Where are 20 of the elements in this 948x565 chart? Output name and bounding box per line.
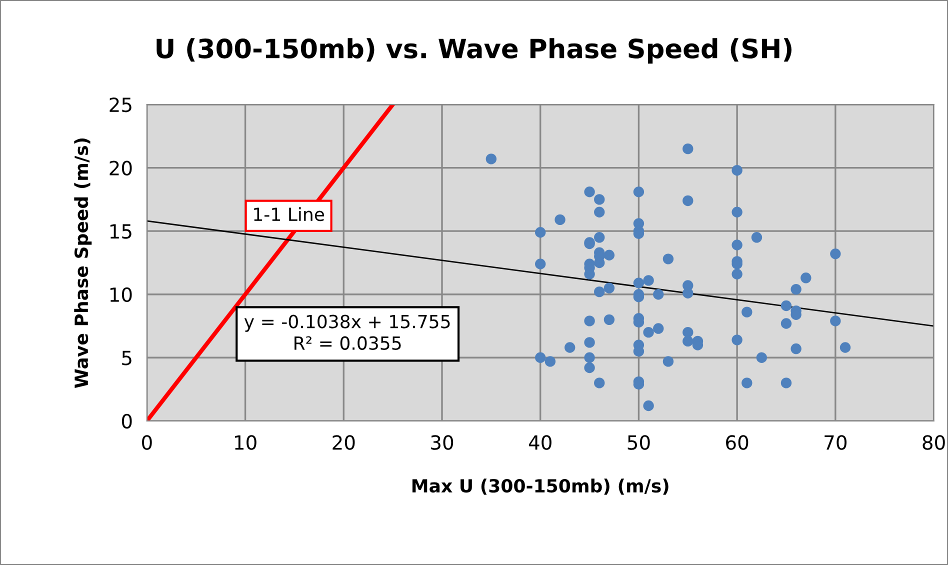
x-tick-label: 40 bbox=[528, 435, 552, 450]
y-tick-label: 25 bbox=[110, 97, 132, 112]
x-tick-label: 70 bbox=[824, 435, 847, 450]
y-tick-label: 10 bbox=[110, 287, 132, 302]
y-tick-label: 5 bbox=[122, 350, 132, 366]
y-axis-title: Wave Phase Speed (m/s) bbox=[74, 138, 92, 388]
x-tick-label: 0 bbox=[142, 435, 152, 450]
x-tick-label: 20 bbox=[332, 435, 355, 450]
x-tick-label: 30 bbox=[431, 435, 454, 450]
x-tick-label: 60 bbox=[726, 435, 748, 450]
annotation: y = -0.1038x + 15.755 R² = 0.0355 bbox=[244, 314, 450, 350]
y-tick-label: 15 bbox=[110, 224, 132, 239]
x-tick-label: 50 bbox=[628, 435, 650, 450]
x-tick-label: 10 bbox=[235, 435, 256, 450]
chart-title: U (300-150mb) vs. Wave Phase Speed (SH) bbox=[156, 38, 792, 64]
y-tick-label: 20 bbox=[110, 160, 132, 176]
annotation: 1-1 Line bbox=[254, 207, 324, 222]
y-tick-label: 0 bbox=[122, 414, 132, 429]
x-tick-label: 80 bbox=[922, 435, 945, 450]
x-axis-title: Max U (300-150mb) (m/s) bbox=[412, 478, 668, 495]
